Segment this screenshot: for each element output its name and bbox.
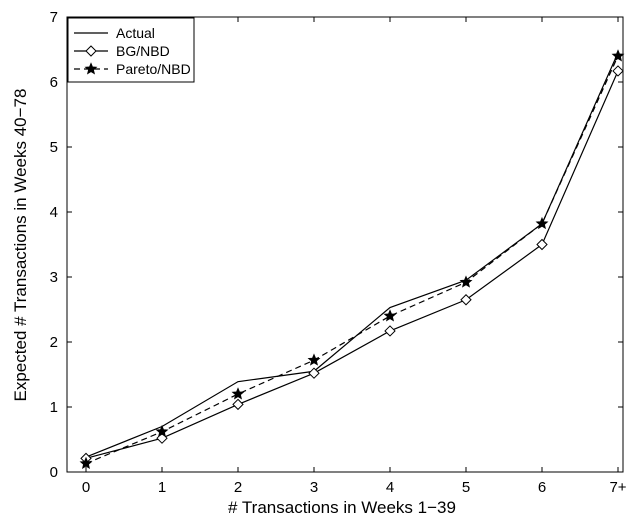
- x-tick-label: 5: [462, 479, 470, 496]
- x-tick-label: 3: [310, 479, 318, 496]
- plot-area: [66, 16, 624, 473]
- series-markers: [79, 49, 625, 470]
- x-tick-label: 0: [82, 479, 90, 496]
- y-tick-label: 0: [50, 464, 58, 481]
- data-point-star: [611, 49, 625, 62]
- x-tick-label: 7+: [609, 479, 626, 496]
- data-point-star: [231, 387, 245, 400]
- x-axis-title: # Transactions in Weeks 1−39: [228, 498, 456, 517]
- series-line: [85, 55, 619, 465]
- legend-marker-star: [84, 62, 98, 75]
- data-point-diamond: [612, 65, 624, 77]
- data-point-diamond: [232, 398, 244, 411]
- series-line: [85, 70, 619, 459]
- legend-label: Actual: [116, 25, 155, 41]
- x-tick-label: 4: [386, 479, 394, 496]
- y-tick-label: 2: [50, 334, 58, 351]
- legend-label: Pareto/NBD: [116, 61, 191, 77]
- data-point-star: [383, 309, 397, 322]
- data-point-diamond: [460, 294, 472, 306]
- legend-entries: Actual BG/NBD Pareto/NBD: [74, 25, 191, 77]
- data-point-diamond: [536, 238, 548, 251]
- y-tick-label: 3: [50, 269, 58, 286]
- y-tick-label: 5: [50, 139, 58, 156]
- y-tick-label: 7: [50, 9, 58, 26]
- data-point-star: [459, 275, 473, 288]
- series-lines: [85, 52, 619, 465]
- x-tick-label: 2: [234, 479, 242, 496]
- legend-marker-diamond: [85, 45, 97, 57]
- data-point-diamond: [384, 325, 396, 337]
- y-tick-label: 4: [50, 204, 58, 221]
- data-point-star: [535, 216, 549, 230]
- data-point-star: [155, 424, 169, 438]
- data-point-star: [79, 456, 93, 470]
- y-tick-label: 1: [50, 399, 58, 416]
- axis-ticks: 0 1 2 3 4 5 6 7+ 0 1 2 3 4 5 6 7: [50, 9, 627, 496]
- legend: Actual BG/NBD Pareto/NBD: [67, 17, 195, 83]
- data-point-star: [307, 353, 321, 366]
- x-tick-label: 1: [158, 479, 166, 496]
- y-tick-label: 6: [50, 74, 58, 91]
- y-axis-title: Expected # Transactions in Weeks 40−78: [11, 89, 30, 402]
- legend-label: BG/NBD: [116, 43, 170, 59]
- data-point-diamond: [308, 367, 320, 379]
- x-tick-label: 6: [538, 479, 546, 496]
